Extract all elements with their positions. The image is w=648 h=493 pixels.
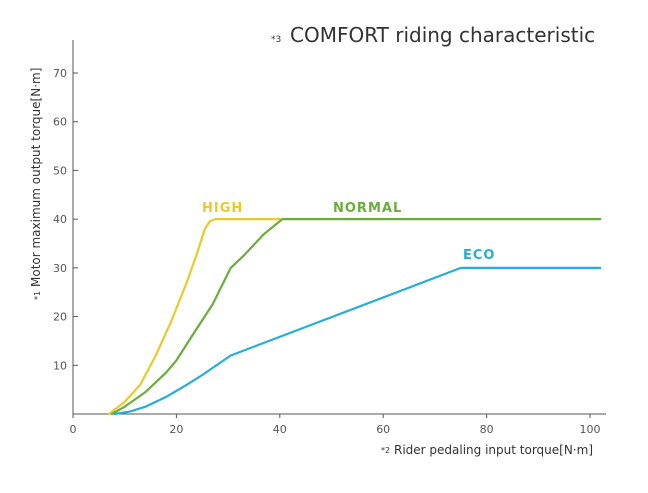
- y-axis-label-note: *1: [33, 291, 42, 300]
- x-tick-label: 40: [273, 423, 287, 436]
- y-tick-label: 40: [53, 213, 67, 226]
- x-tick-label: 60: [376, 423, 390, 436]
- y-tick-label: 50: [53, 164, 67, 177]
- x-axis-ticks: 0 20 40 60 80 100: [70, 414, 601, 436]
- series-line-high: [108, 218, 281, 416]
- x-tick-label: 20: [169, 423, 183, 436]
- y-tick-label: 30: [53, 262, 67, 275]
- x-tick-label: 80: [480, 423, 494, 436]
- y-tick-label: 10: [53, 359, 67, 372]
- x-tick-label: 100: [580, 423, 601, 436]
- chart-title: COMFORT riding characteristic: [290, 23, 595, 47]
- x-axis-label-note: *2: [381, 446, 390, 455]
- series-labels: HIGH NORMAL ECO: [202, 201, 495, 263]
- x-axis-label: Rider pedaling input torque[N·m]: [394, 443, 593, 457]
- y-tick-label: 70: [53, 67, 67, 80]
- series-lines: [108, 218, 602, 416]
- y-axis-label-group: *1 Motor maximum output torque[N·m]: [29, 68, 43, 300]
- series-line-eco: [113, 266, 602, 416]
- series-label-eco: ECO: [463, 248, 495, 263]
- y-axis-label: Motor maximum output torque[N·m]: [29, 68, 43, 287]
- x-tick-label: 0: [70, 423, 77, 436]
- series-line-normal: [110, 218, 602, 416]
- series-label-normal: NORMAL: [333, 201, 402, 216]
- y-axis-ticks: 10 20 30 40 50 60 70: [53, 67, 78, 372]
- series-label-high: HIGH: [202, 201, 243, 216]
- y-tick-label: 20: [53, 311, 67, 324]
- chart-title-note: *3: [271, 35, 281, 45]
- y-tick-label: 60: [53, 116, 67, 129]
